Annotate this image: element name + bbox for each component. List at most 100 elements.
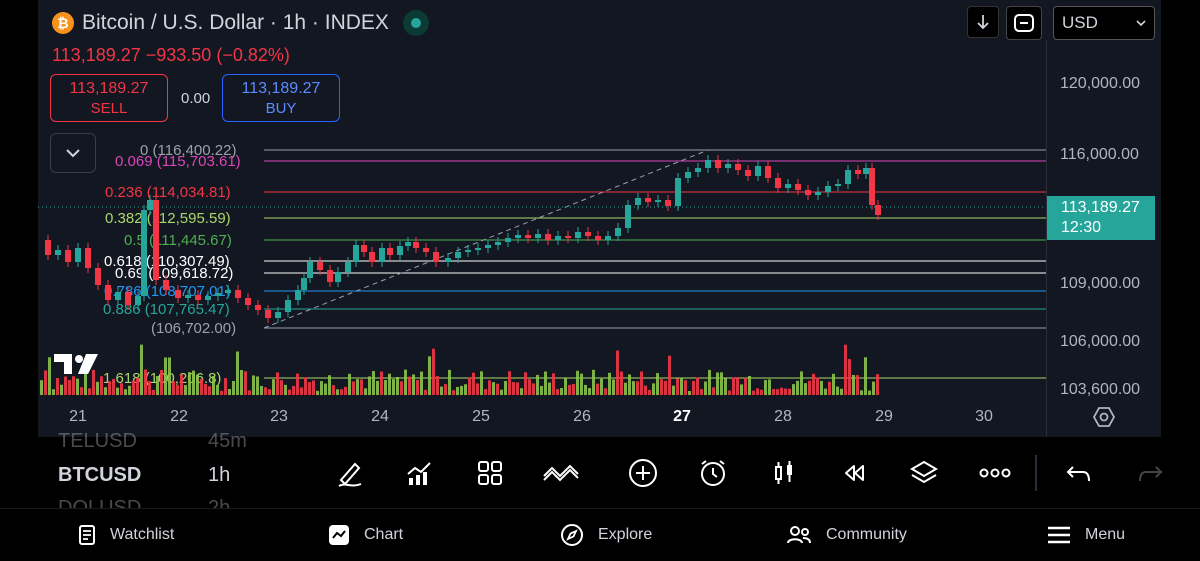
list-symbol: BTCUSD	[58, 464, 142, 486]
fullscreen-button[interactable]	[1006, 6, 1042, 40]
volume-bar	[860, 390, 863, 395]
candle-body	[465, 250, 471, 252]
layouts-grid-icon[interactable]	[472, 455, 508, 491]
fib-level-label: 0.5 (111,445.67)	[124, 232, 232, 249]
volume-bar	[812, 373, 815, 395]
volume-bar	[848, 359, 851, 395]
patterns-icon[interactable]	[541, 455, 581, 491]
volume-bar	[868, 390, 871, 395]
candle-body	[353, 245, 359, 262]
nav-community-label: Community	[826, 526, 907, 543]
chart-icon	[329, 525, 349, 545]
replay-icon[interactable]	[836, 455, 872, 491]
volume-bar	[816, 377, 819, 395]
candle-body	[45, 240, 51, 255]
volume-bar	[720, 372, 723, 395]
volume-bar	[864, 357, 867, 395]
volume-bar	[244, 371, 247, 395]
nav-community[interactable]: Community	[786, 509, 907, 561]
chart-panel[interactable]: 0 (116,400.22) 0.069 (115,703.61) 0.236 (1…	[38, 0, 1161, 437]
candle-body	[255, 305, 261, 310]
community-icon	[787, 526, 811, 544]
candle-body	[245, 298, 251, 305]
fib-trend-line[interactable]	[263, 149, 709, 329]
volume-bar	[508, 371, 511, 395]
compass-icon	[561, 524, 583, 546]
candle-body	[475, 248, 481, 250]
volume-bar	[224, 378, 227, 395]
volume-bar	[680, 378, 683, 395]
price-axis-label: 116,000.00	[1060, 146, 1139, 163]
symbol-title-row[interactable]: ₿ Bitcoin / U.S. Dollar · 1h · INDEX	[52, 10, 429, 36]
volume-bar	[372, 371, 375, 395]
more-icon[interactable]	[977, 455, 1013, 491]
volume-bar	[824, 388, 827, 395]
nav-chart[interactable]: Chart	[328, 509, 403, 561]
candle-body	[755, 166, 761, 176]
add-icon[interactable]	[625, 455, 661, 491]
volume-bar	[476, 383, 479, 395]
volume-bar	[836, 386, 839, 395]
volume-bar	[60, 384, 63, 395]
list-timeframe: 45m	[208, 430, 247, 452]
nav-explore-label: Explore	[598, 526, 653, 543]
nav-menu[interactable]: Menu	[1047, 509, 1125, 561]
symbol-title[interactable]: Bitcoin / U.S. Dollar · 1h · INDEX	[82, 11, 389, 34]
volume-bar	[568, 384, 571, 395]
candle-body	[505, 238, 511, 242]
nav-menu-label: Menu	[1085, 526, 1126, 543]
volume-bar	[348, 373, 351, 395]
collapse-button[interactable]	[50, 133, 96, 173]
settings-hexagon-icon	[1092, 407, 1116, 427]
buy-button[interactable]: 113,189.27 BUY	[222, 74, 340, 122]
volume-bar	[820, 380, 823, 395]
volume-bar	[216, 385, 219, 395]
draw-pen-icon[interactable]	[332, 455, 368, 491]
indicators-icon[interactable]	[401, 455, 437, 491]
volume-bar	[400, 381, 403, 395]
volume-bar	[404, 369, 407, 395]
candle-body	[125, 292, 131, 305]
tradingview-logo-icon	[54, 354, 98, 374]
candle-body	[595, 236, 601, 240]
candle-body	[869, 168, 875, 205]
volume-bar	[644, 385, 647, 395]
volume-bar	[740, 384, 743, 395]
undo-icon[interactable]	[1061, 455, 1097, 491]
volume-bar	[356, 379, 359, 395]
volume-bar	[432, 348, 435, 395]
volume-bar	[80, 387, 83, 395]
fib-level-label: 0.886 (107,765.47)	[103, 301, 230, 318]
candles-icon[interactable]	[766, 455, 802, 491]
layers-icon[interactable]	[906, 455, 942, 491]
alert-clock-icon[interactable]	[695, 455, 731, 491]
volume-bar	[352, 381, 355, 395]
chart-canvas[interactable]: 0 (116,400.22)0.069 (115,703.61) 0.236 (1…	[38, 0, 1048, 437]
volume-bar	[192, 370, 195, 395]
chart-settings-button[interactable]	[1092, 405, 1116, 434]
market-status-icon[interactable]	[402, 10, 429, 36]
nav-explore[interactable]: Explore	[560, 509, 652, 561]
candle-body	[605, 236, 611, 240]
download-button[interactable]	[967, 6, 999, 38]
volume-bar	[736, 377, 739, 395]
redo-icon[interactable]	[1132, 455, 1168, 491]
list-item[interactable]: BTCUSD 1h	[58, 464, 230, 487]
volume-bar	[564, 378, 567, 395]
volume-bar	[76, 378, 79, 395]
volume-bar	[580, 373, 583, 395]
candle-body	[275, 312, 281, 318]
candle-body	[735, 164, 741, 170]
volume-bar	[752, 390, 755, 395]
volume-bar	[596, 383, 599, 395]
price-axis-label: 109,000.00	[1060, 275, 1141, 292]
volume-bar	[72, 376, 75, 395]
candle-body	[317, 262, 323, 270]
candle-body	[535, 234, 541, 238]
volume-bar	[328, 375, 331, 395]
nav-watchlist[interactable]: Watchlist	[78, 509, 174, 561]
sell-button[interactable]: 113,189.27 SELL	[50, 74, 168, 122]
currency-select[interactable]: USD	[1053, 6, 1155, 40]
list-item[interactable]: TELUSD 45m	[58, 430, 247, 453]
volume-bar	[856, 375, 859, 395]
